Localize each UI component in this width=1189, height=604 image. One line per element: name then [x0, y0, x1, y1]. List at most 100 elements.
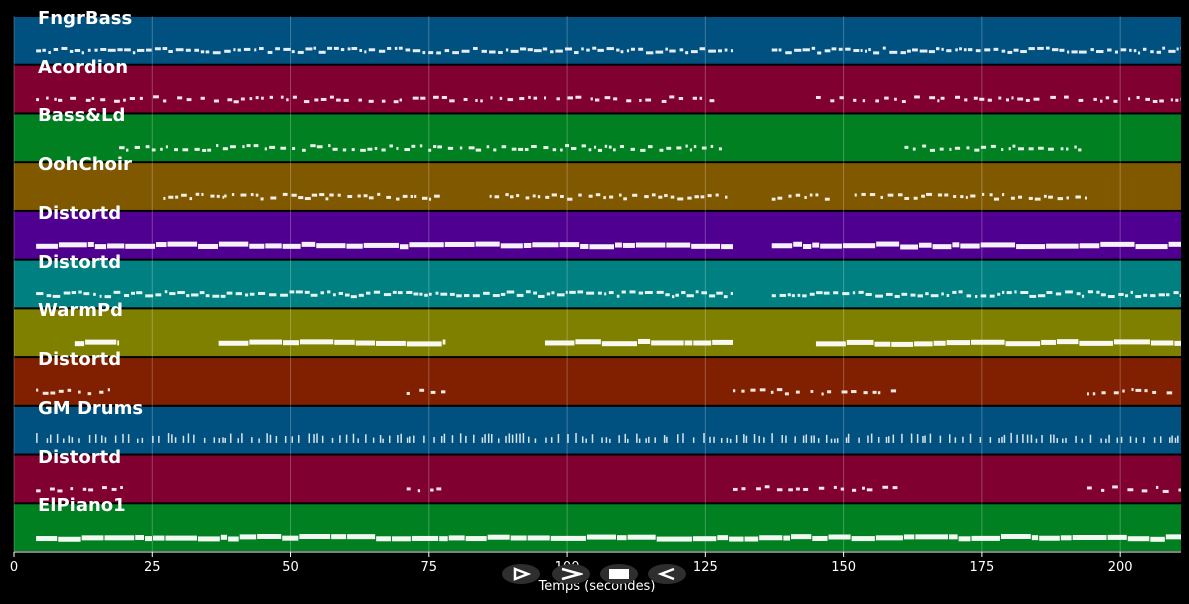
note — [574, 51, 579, 55]
note — [297, 50, 304, 54]
note — [522, 433, 525, 443]
note — [1131, 388, 1134, 392]
note — [1079, 243, 1100, 249]
x-tick-label: 150 — [831, 560, 857, 575]
note — [94, 244, 107, 250]
note — [1152, 390, 1157, 394]
note — [459, 146, 463, 150]
note — [1100, 438, 1102, 443]
note — [560, 195, 564, 199]
note — [36, 243, 58, 249]
note — [1079, 340, 1113, 346]
note — [960, 195, 964, 199]
note — [357, 194, 361, 198]
note — [299, 534, 331, 540]
x-tick-label: 25 — [143, 560, 161, 575]
note — [882, 485, 889, 489]
note — [603, 196, 606, 200]
note — [240, 193, 247, 197]
x-tick-label: 200 — [1107, 560, 1133, 575]
note — [224, 437, 226, 443]
note — [1127, 488, 1134, 492]
note — [720, 438, 723, 443]
note — [129, 97, 135, 101]
note — [952, 242, 960, 248]
note — [998, 437, 1000, 443]
note — [1041, 434, 1043, 443]
note — [433, 95, 439, 99]
note — [867, 435, 869, 443]
note — [812, 242, 820, 248]
note — [1038, 146, 1044, 150]
note — [619, 193, 622, 197]
note — [1067, 50, 1070, 54]
note — [333, 293, 336, 297]
note — [840, 487, 845, 491]
track-label: Distortd — [38, 252, 122, 273]
track-label: Acordion — [38, 57, 129, 78]
note — [1105, 438, 1107, 443]
note — [565, 290, 568, 294]
stop-icon — [609, 569, 629, 579]
note — [659, 148, 664, 152]
note — [1093, 97, 1097, 101]
note — [817, 438, 820, 443]
note — [67, 388, 72, 392]
note — [428, 148, 432, 152]
note — [414, 194, 417, 198]
note — [964, 98, 968, 102]
note — [448, 535, 465, 541]
note — [858, 290, 864, 294]
note — [1078, 148, 1082, 152]
note — [1113, 99, 1118, 103]
note — [542, 47, 548, 51]
note — [365, 434, 367, 443]
note — [756, 487, 761, 491]
note — [692, 96, 697, 100]
note — [618, 435, 620, 443]
note — [1089, 434, 1092, 443]
note — [310, 144, 316, 148]
note — [788, 194, 792, 198]
note — [901, 433, 903, 443]
note — [463, 97, 468, 101]
note — [101, 435, 103, 443]
note — [1078, 98, 1084, 102]
track-label: GM Drums — [38, 398, 144, 419]
note — [1166, 293, 1170, 297]
note — [743, 434, 745, 443]
note — [1041, 339, 1056, 345]
note — [666, 436, 668, 443]
note — [604, 292, 607, 296]
note — [887, 436, 890, 443]
previous-button[interactable] — [648, 564, 686, 584]
note — [555, 49, 563, 53]
track-label: Distortd — [38, 203, 122, 224]
note — [224, 194, 227, 198]
note — [586, 291, 595, 295]
note — [494, 195, 500, 199]
note — [505, 193, 509, 197]
play-button[interactable] — [502, 564, 540, 584]
note — [958, 536, 971, 542]
note — [1010, 432, 1012, 443]
note — [191, 293, 199, 297]
note — [382, 438, 384, 443]
note — [481, 437, 484, 443]
note — [270, 196, 277, 200]
note — [275, 436, 278, 443]
stop-button[interactable] — [600, 564, 638, 584]
note — [989, 193, 993, 197]
note — [733, 389, 736, 393]
note — [1170, 98, 1173, 102]
note — [638, 291, 644, 295]
next-button[interactable] — [552, 564, 590, 584]
note — [1166, 391, 1173, 395]
note — [182, 435, 185, 443]
note — [575, 339, 601, 345]
note — [567, 197, 573, 201]
note — [226, 291, 233, 295]
note — [965, 195, 968, 199]
note — [1028, 147, 1034, 151]
note — [358, 98, 362, 102]
